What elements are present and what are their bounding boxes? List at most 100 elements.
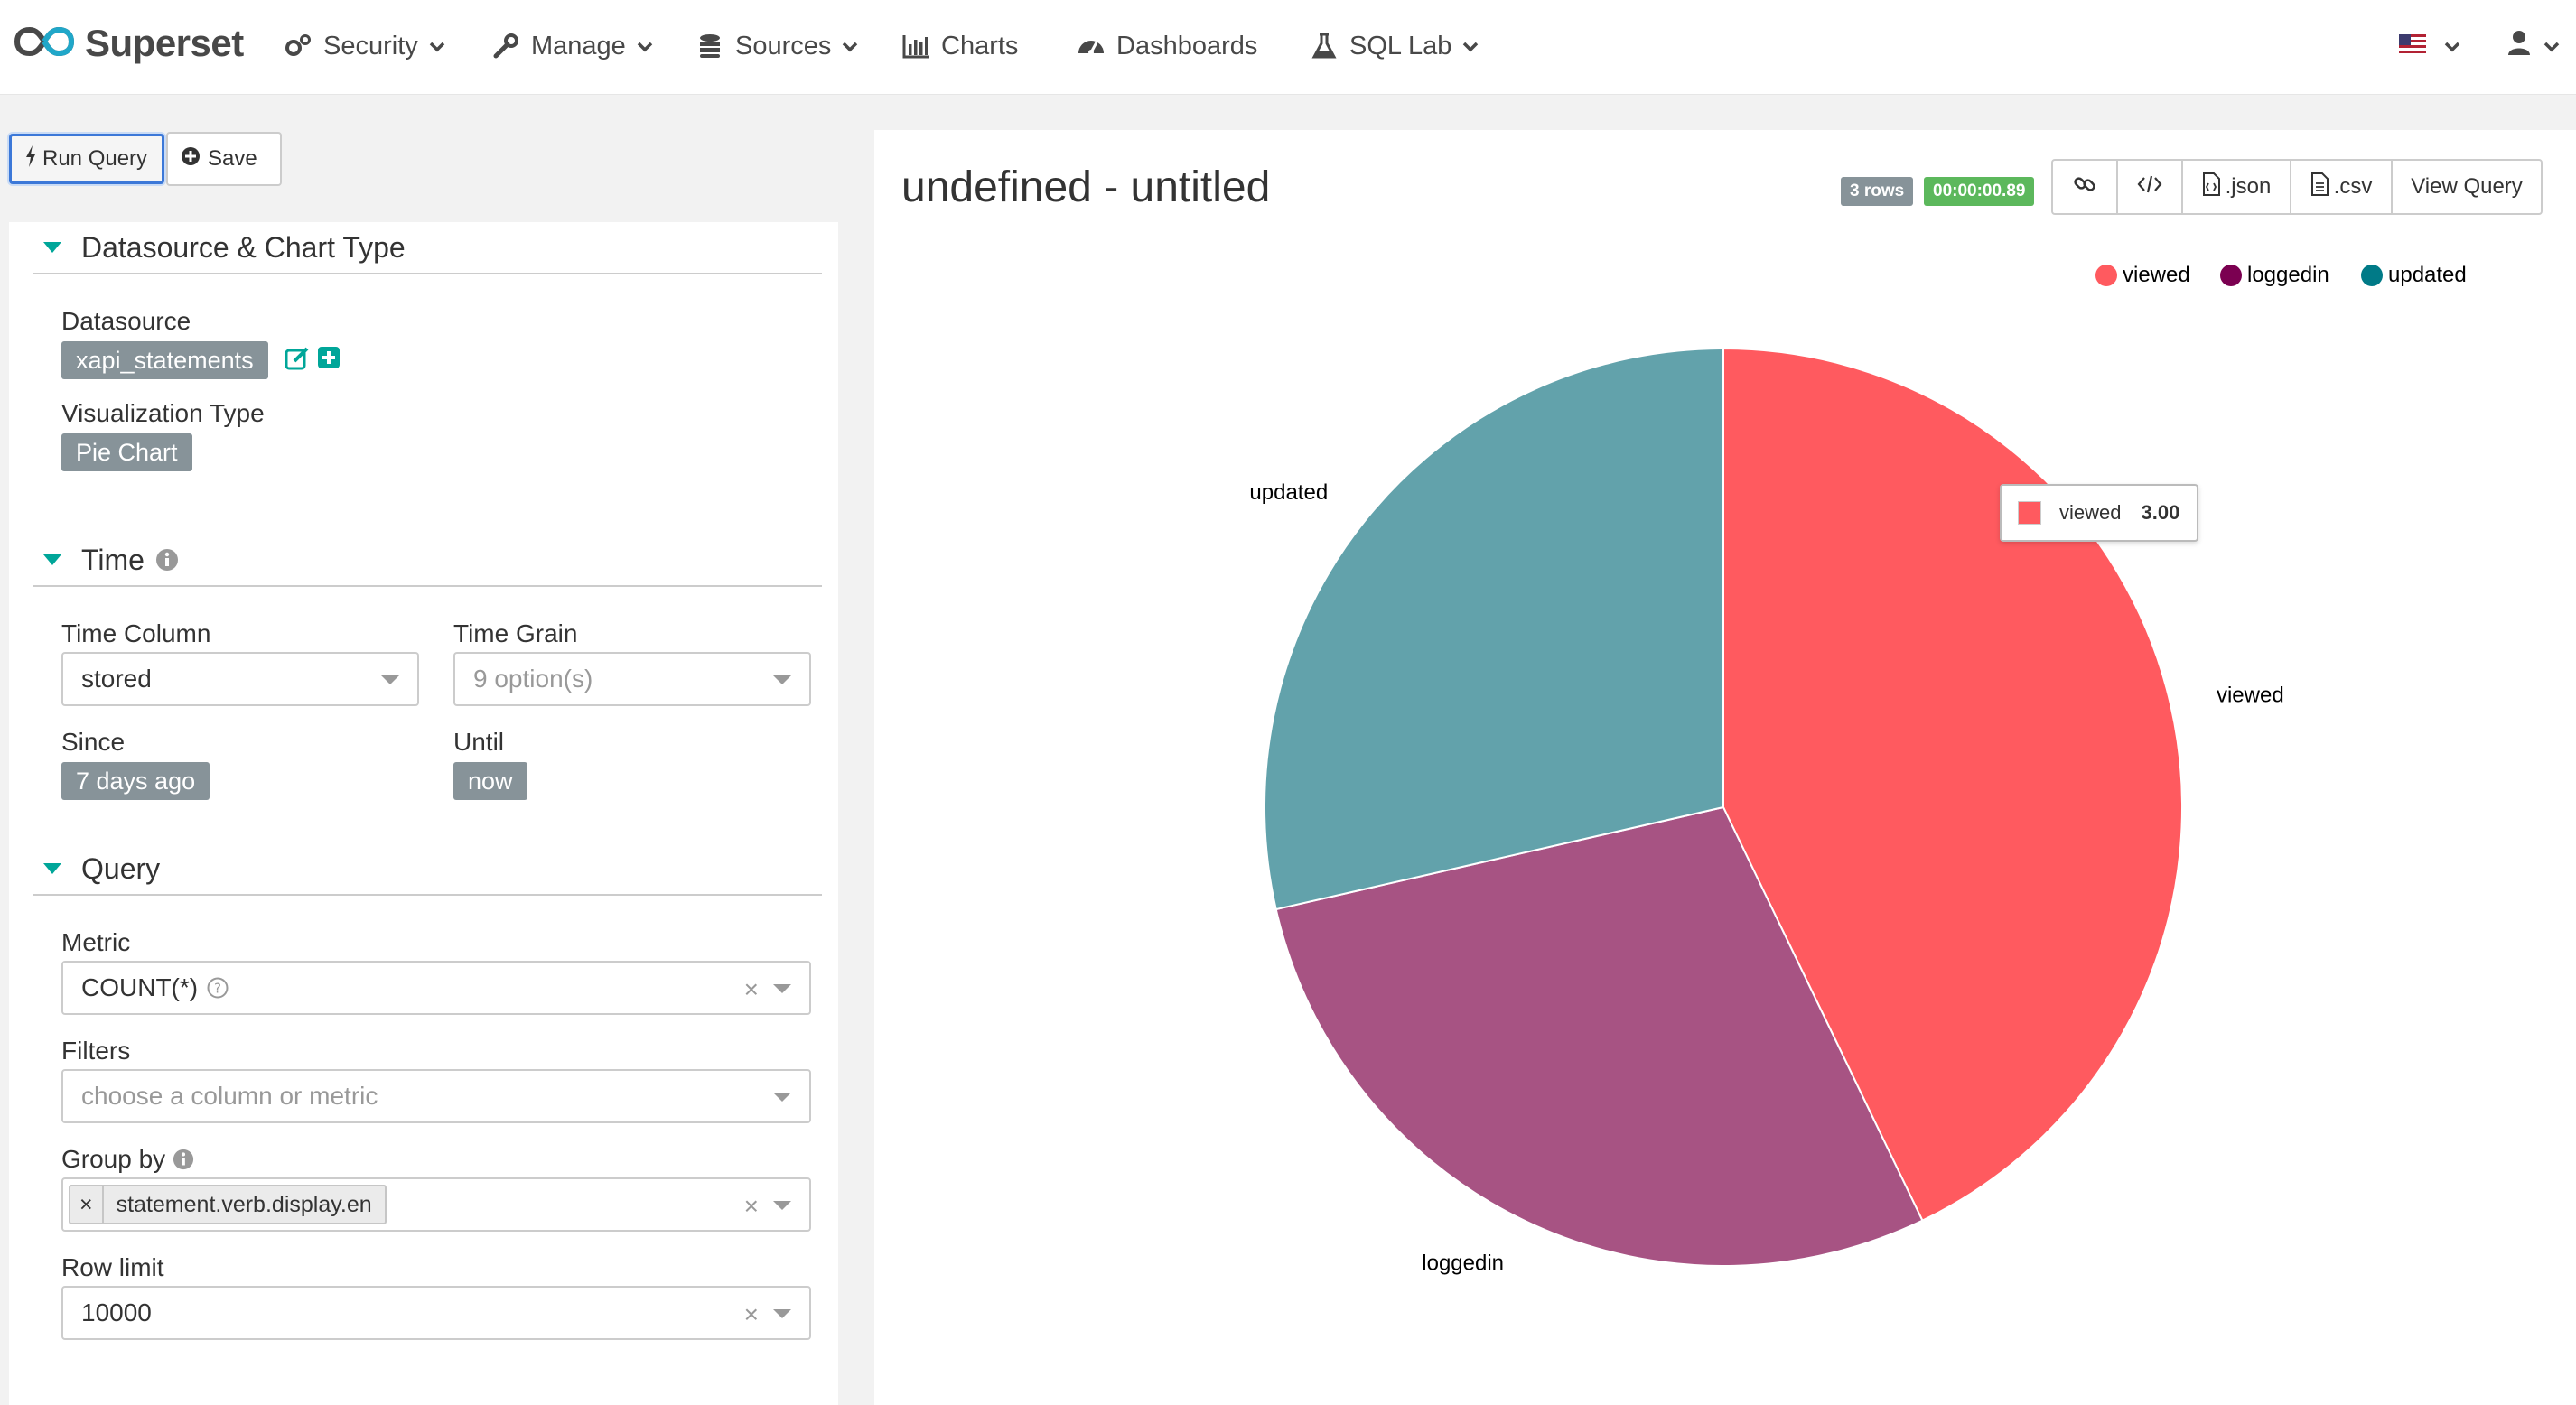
groupby-chip: × statement.verb.display.en xyxy=(69,1185,387,1224)
file-text-icon xyxy=(2310,172,2329,202)
remove-chip-icon[interactable]: × xyxy=(70,1186,104,1223)
database-icon xyxy=(695,32,724,60)
bolt-icon xyxy=(24,144,37,174)
export-csv-button[interactable]: .csv xyxy=(2290,159,2393,215)
superset-logo-icon xyxy=(14,26,75,61)
legend-item-viewed[interactable]: viewed xyxy=(2095,262,2190,289)
chevron-down-icon xyxy=(427,36,447,56)
clear-icon[interactable]: × xyxy=(743,1300,759,1328)
user-menu[interactable] xyxy=(2507,23,2562,69)
time-grain-label: Time Grain xyxy=(453,619,578,647)
chart-title: undefined - untitled xyxy=(901,163,1271,211)
nav-security-label: Security xyxy=(323,31,418,60)
tachometer-icon xyxy=(1077,32,1106,60)
legend-label: viewed xyxy=(2123,263,2190,287)
time-grain-select[interactable]: 9 option(s) xyxy=(453,652,811,706)
legend-item-loggedin[interactable]: loggedin xyxy=(2220,262,2329,289)
groupby-chip-label: statement.verb.display.en xyxy=(116,1191,372,1217)
query-time-badge: 00:00:00.89 xyxy=(1924,177,2035,206)
groupby-select[interactable]: × statement.verb.display.en × xyxy=(61,1177,811,1232)
until-tag[interactable]: now xyxy=(453,762,527,800)
pie-slice-loggedin[interactable] xyxy=(1274,805,1924,1267)
save-button[interactable]: Save xyxy=(166,132,282,186)
row-count-badge: 3 rows xyxy=(1841,177,1914,206)
nav-sources-menu[interactable]: Sources xyxy=(695,23,860,69)
nav-dashboards-link[interactable]: Dashboards xyxy=(1077,23,1257,69)
wrench-icon xyxy=(491,32,520,60)
time-column-label: Time Column xyxy=(61,619,211,647)
row-limit-select[interactable]: 10000 × xyxy=(61,1286,811,1340)
nav-charts-label: Charts xyxy=(941,31,1019,60)
caret-down-icon xyxy=(43,863,61,874)
until-label: Until xyxy=(453,728,505,756)
section-query-title: Query xyxy=(81,851,161,885)
dropdown-arrow-icon xyxy=(773,1093,791,1102)
save-label: Save xyxy=(208,146,257,171)
nav-manage-menu[interactable]: Manage xyxy=(491,23,655,69)
nav-charts-link[interactable]: Charts xyxy=(901,23,1018,69)
time-column-select[interactable]: stored xyxy=(61,652,419,706)
nav-manage-label: Manage xyxy=(531,31,626,60)
view-query-button[interactable]: View Query xyxy=(2391,159,2543,215)
brand-name: Superset xyxy=(85,22,244,64)
embed-code-button[interactable] xyxy=(2116,159,2183,215)
pie-slice-viewed[interactable] xyxy=(1722,347,2183,1223)
language-menu[interactable] xyxy=(2399,23,2462,69)
nav-security-menu[interactable]: Security xyxy=(284,23,447,69)
nav-dashboards-label: Dashboards xyxy=(1116,31,1258,60)
export-json-button[interactable]: .json xyxy=(2181,159,2291,215)
cogs-icon xyxy=(284,32,313,60)
pie-label-updated: updated xyxy=(1249,480,1328,505)
metric-value: COUNT(*) xyxy=(81,973,199,1001)
metric-select[interactable]: COUNT(*) ? × xyxy=(61,961,811,1015)
since-label: Since xyxy=(61,728,126,756)
section-datasource-title: Datasource & Chart Type xyxy=(81,230,406,264)
chevron-down-icon xyxy=(1461,36,1480,56)
since-tag[interactable]: 7 days ago xyxy=(61,762,210,800)
info-icon[interactable] xyxy=(173,1149,194,1170)
datasource-tag[interactable]: xapi_statements xyxy=(61,341,268,379)
legend-swatch xyxy=(2095,265,2117,286)
clear-icon[interactable]: × xyxy=(743,975,759,1003)
groupby-label-row: Group by xyxy=(61,1145,194,1174)
section-query-header[interactable]: Query xyxy=(33,843,822,896)
flask-icon xyxy=(1310,32,1339,60)
file-code-icon xyxy=(2202,172,2220,202)
info-icon[interactable] xyxy=(155,548,179,572)
question-circle-icon[interactable]: ? xyxy=(207,977,229,999)
edit-icon[interactable] xyxy=(284,345,311,377)
legend-item-updated[interactable]: updated xyxy=(2361,262,2467,289)
add-datasource-icon[interactable] xyxy=(316,345,341,375)
filters-select[interactable]: choose a column or metric xyxy=(61,1069,811,1123)
bar-chart-icon xyxy=(901,32,930,60)
share-link-button[interactable] xyxy=(2051,159,2118,215)
chart-actions: .json .csv View Query xyxy=(2051,159,2543,215)
dropdown-arrow-icon xyxy=(773,1309,791,1318)
nav-sources-label: Sources xyxy=(735,31,832,60)
run-query-button[interactable]: Run Query xyxy=(9,134,164,184)
legend-swatch xyxy=(2220,265,2242,286)
code-icon xyxy=(2137,174,2162,200)
run-query-label: Run Query xyxy=(42,146,148,171)
groupby-label: Group by xyxy=(61,1145,166,1173)
top-navbar: Superset Security Manage Sources Charts … xyxy=(0,0,2576,95)
export-json-label: .json xyxy=(2225,174,2272,199)
clear-icon[interactable]: × xyxy=(743,1192,759,1220)
caret-down-icon xyxy=(43,554,61,565)
dropdown-arrow-icon xyxy=(773,984,791,993)
svg-text:?: ? xyxy=(214,981,221,997)
viz-type-tag[interactable]: Pie Chart xyxy=(61,433,192,471)
brand[interactable]: Superset xyxy=(14,16,244,70)
row-limit-label: Row limit xyxy=(61,1253,164,1281)
user-icon xyxy=(2507,30,2531,62)
section-datasource-header[interactable]: Datasource & Chart Type xyxy=(33,222,822,274)
legend-label: loggedin xyxy=(2247,263,2329,287)
legend-swatch xyxy=(2361,265,2383,286)
us-flag-icon xyxy=(2399,32,2426,61)
chart-tooltip: viewed 3.00 xyxy=(2000,484,2198,542)
nav-sqllab-menu[interactable]: SQL Lab xyxy=(1310,23,1480,69)
row-limit-value: 10000 xyxy=(81,1298,152,1326)
section-time-header[interactable]: Time xyxy=(33,535,822,587)
dropdown-arrow-icon xyxy=(773,675,791,684)
pie-slice-updated[interactable] xyxy=(1264,347,1724,911)
